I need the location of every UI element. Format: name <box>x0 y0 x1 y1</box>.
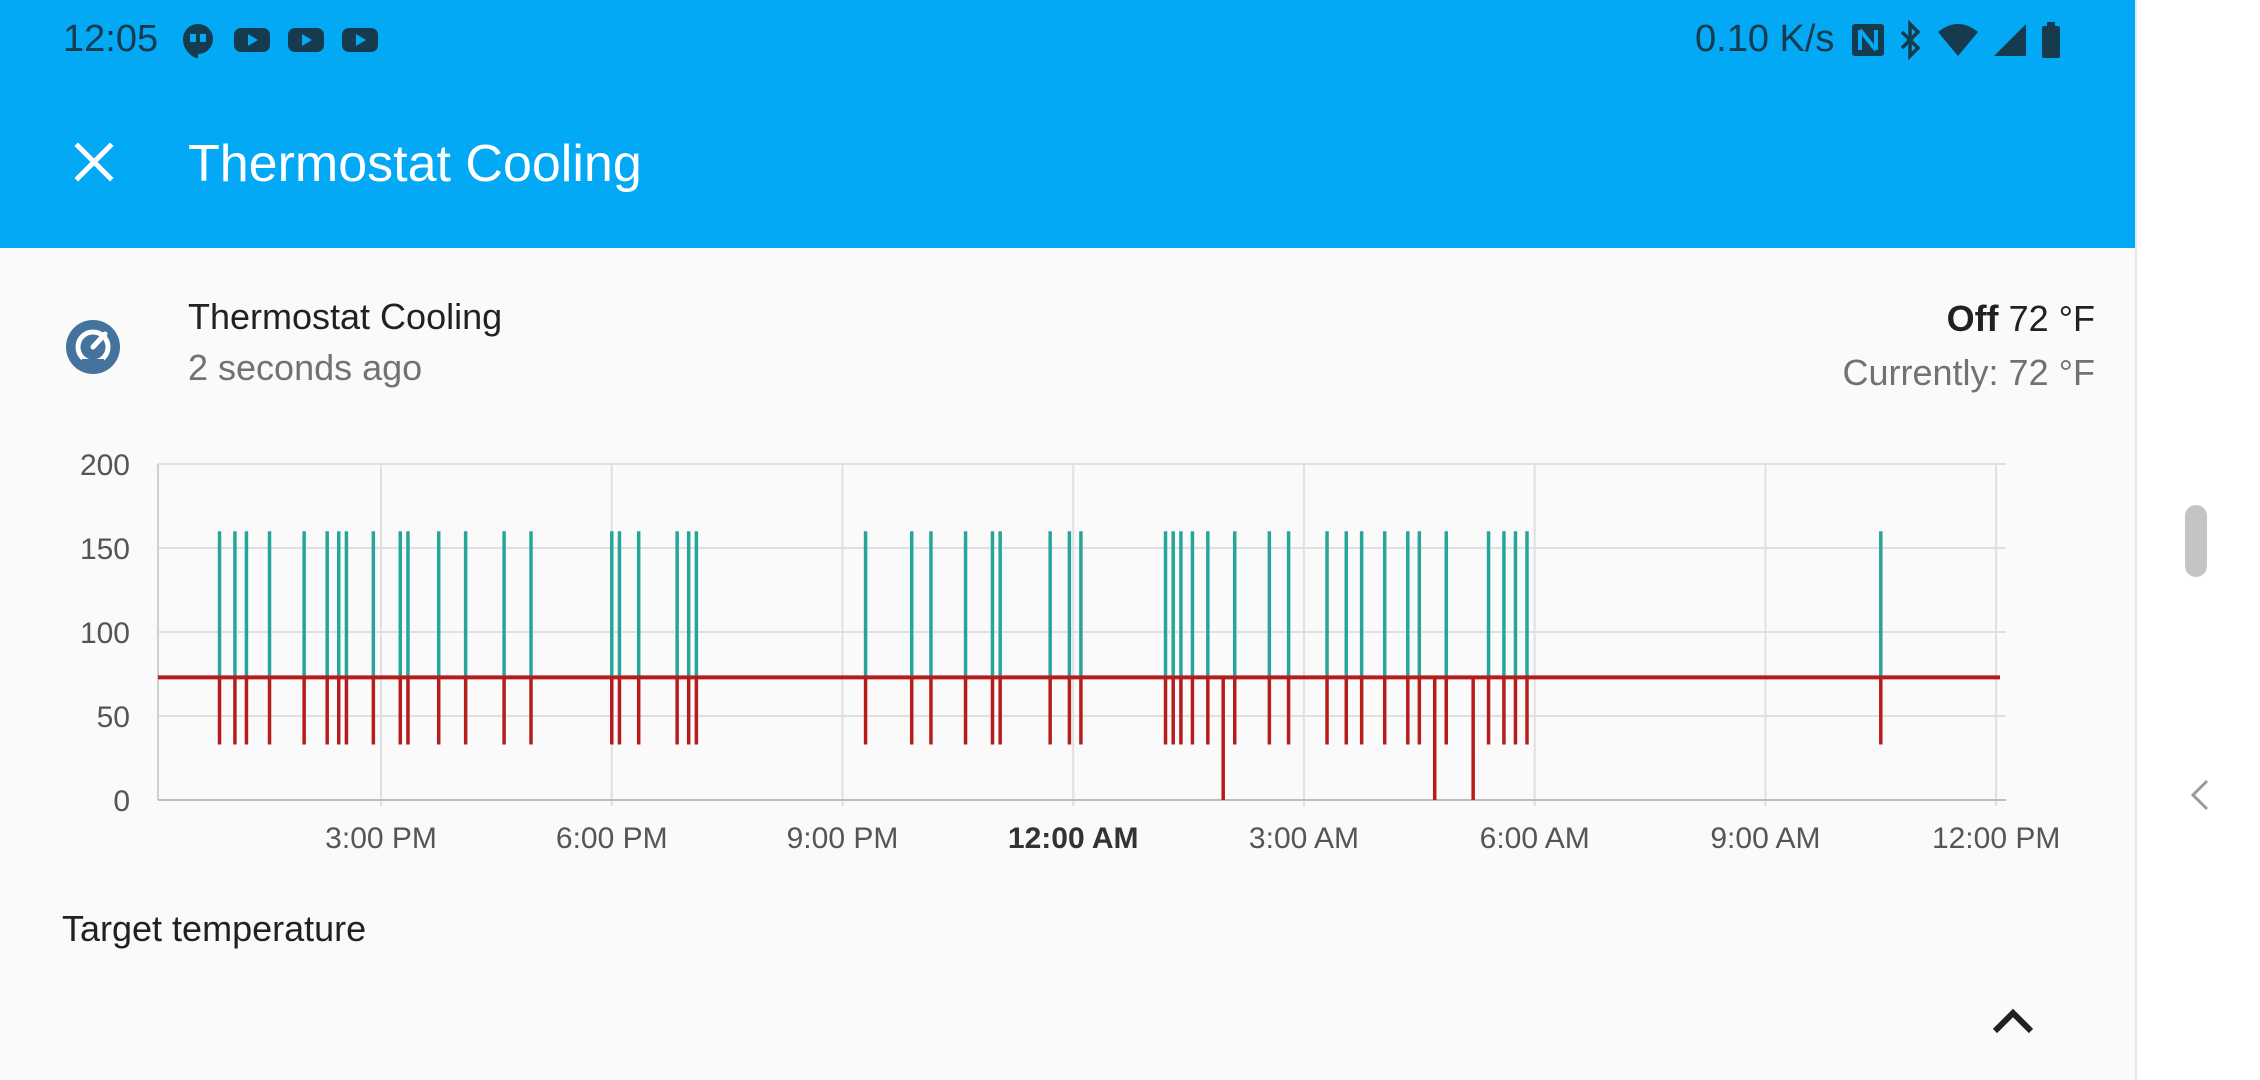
x-tick-label: 12:00 AM <box>1008 822 1139 850</box>
wifi-icon <box>1938 24 1978 56</box>
scrollbar-thumb[interactable] <box>2185 505 2207 577</box>
network-speed: 0.10 K/s <box>1695 18 1835 60</box>
app-root: 12:05 0.10 K/s Thermostat Cooling <box>0 0 2135 1045</box>
battery-icon <box>2042 22 2060 58</box>
x-tick-label: 3:00 PM <box>325 822 437 850</box>
last-changed: 2 seconds ago <box>188 347 423 388</box>
bluetooth-icon <box>1900 20 1921 60</box>
y-tick-label: 0 <box>113 785 130 818</box>
thermostat-icon <box>66 320 120 374</box>
header-bar: 12:05 0.10 K/s Thermostat Cooling <box>0 0 2135 248</box>
x-tick-label: 6:00 AM <box>1480 822 1590 850</box>
y-tick-label: 100 <box>80 617 130 650</box>
status-time: 12:05 <box>63 18 159 60</box>
state-value: Off <box>1946 298 1999 339</box>
side-panel <box>2135 0 2260 1080</box>
section-title: Target temperature <box>62 908 367 949</box>
youtube-icon <box>288 28 324 52</box>
x-tick-label: 6:00 PM <box>556 822 668 850</box>
notification-icons <box>178 22 380 58</box>
nfc-icon <box>1852 24 1884 56</box>
close-icon[interactable] <box>62 130 126 194</box>
y-tick-label: 50 <box>97 701 130 734</box>
y-tick-label: 200 <box>80 449 130 482</box>
x-tick-label: 3:00 AM <box>1249 822 1359 850</box>
x-tick-label: 9:00 PM <box>787 822 899 850</box>
current-temp: Currently: 72 °F <box>1842 352 2095 393</box>
chevron-up-icon[interactable] <box>1985 995 2041 1045</box>
signal-icon <box>1994 24 2026 56</box>
x-tick-label: 12:00 PM <box>1932 822 2060 850</box>
youtube-icon <box>234 28 270 52</box>
entity-name: Thermostat Cooling <box>188 296 503 337</box>
history-chart: 0 50 100 150 200 3:00 PM 6:00 PM 9:00 PM 12:00 A… <box>80 449 2060 850</box>
x-tick-label: 9:00 AM <box>1710 822 1820 850</box>
target-temp: 72 °F <box>2008 298 2095 339</box>
page-title: Thermostat Cooling <box>188 135 642 193</box>
entity-state: Off 72 °F <box>1947 298 2095 340</box>
y-tick-label: 150 <box>80 533 130 566</box>
chevron-left-icon[interactable] <box>2185 775 2215 815</box>
status-bar: 12:05 0.10 K/s <box>0 0 2135 80</box>
hangouts-icon <box>183 24 213 58</box>
youtube-icon <box>342 28 378 52</box>
system-icons <box>1850 20 2062 60</box>
